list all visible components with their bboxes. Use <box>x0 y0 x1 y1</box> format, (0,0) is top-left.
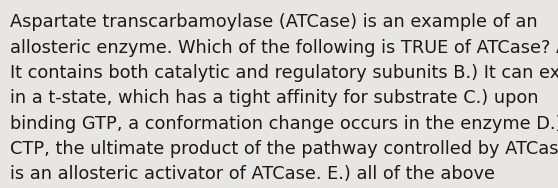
Text: CTP, the ultimate product of the pathway controlled by ATCase,: CTP, the ultimate product of the pathway… <box>10 140 558 158</box>
Text: It contains both catalytic and regulatory subunits B.) It can exist: It contains both catalytic and regulator… <box>10 64 558 82</box>
Text: in a t-state, which has a tight affinity for substrate C.) upon: in a t-state, which has a tight affinity… <box>10 89 538 107</box>
Text: binding GTP, a conformation change occurs in the enzyme D.): binding GTP, a conformation change occur… <box>10 115 558 133</box>
Text: Aspartate transcarbamoylase (ATCase) is an example of an: Aspartate transcarbamoylase (ATCase) is … <box>10 13 538 31</box>
Text: is an allosteric activator of ATCase. E.) all of the above: is an allosteric activator of ATCase. E.… <box>10 165 495 183</box>
Text: allosteric enzyme. Which of the following is TRUE of ATCase? A.): allosteric enzyme. Which of the followin… <box>10 39 558 57</box>
